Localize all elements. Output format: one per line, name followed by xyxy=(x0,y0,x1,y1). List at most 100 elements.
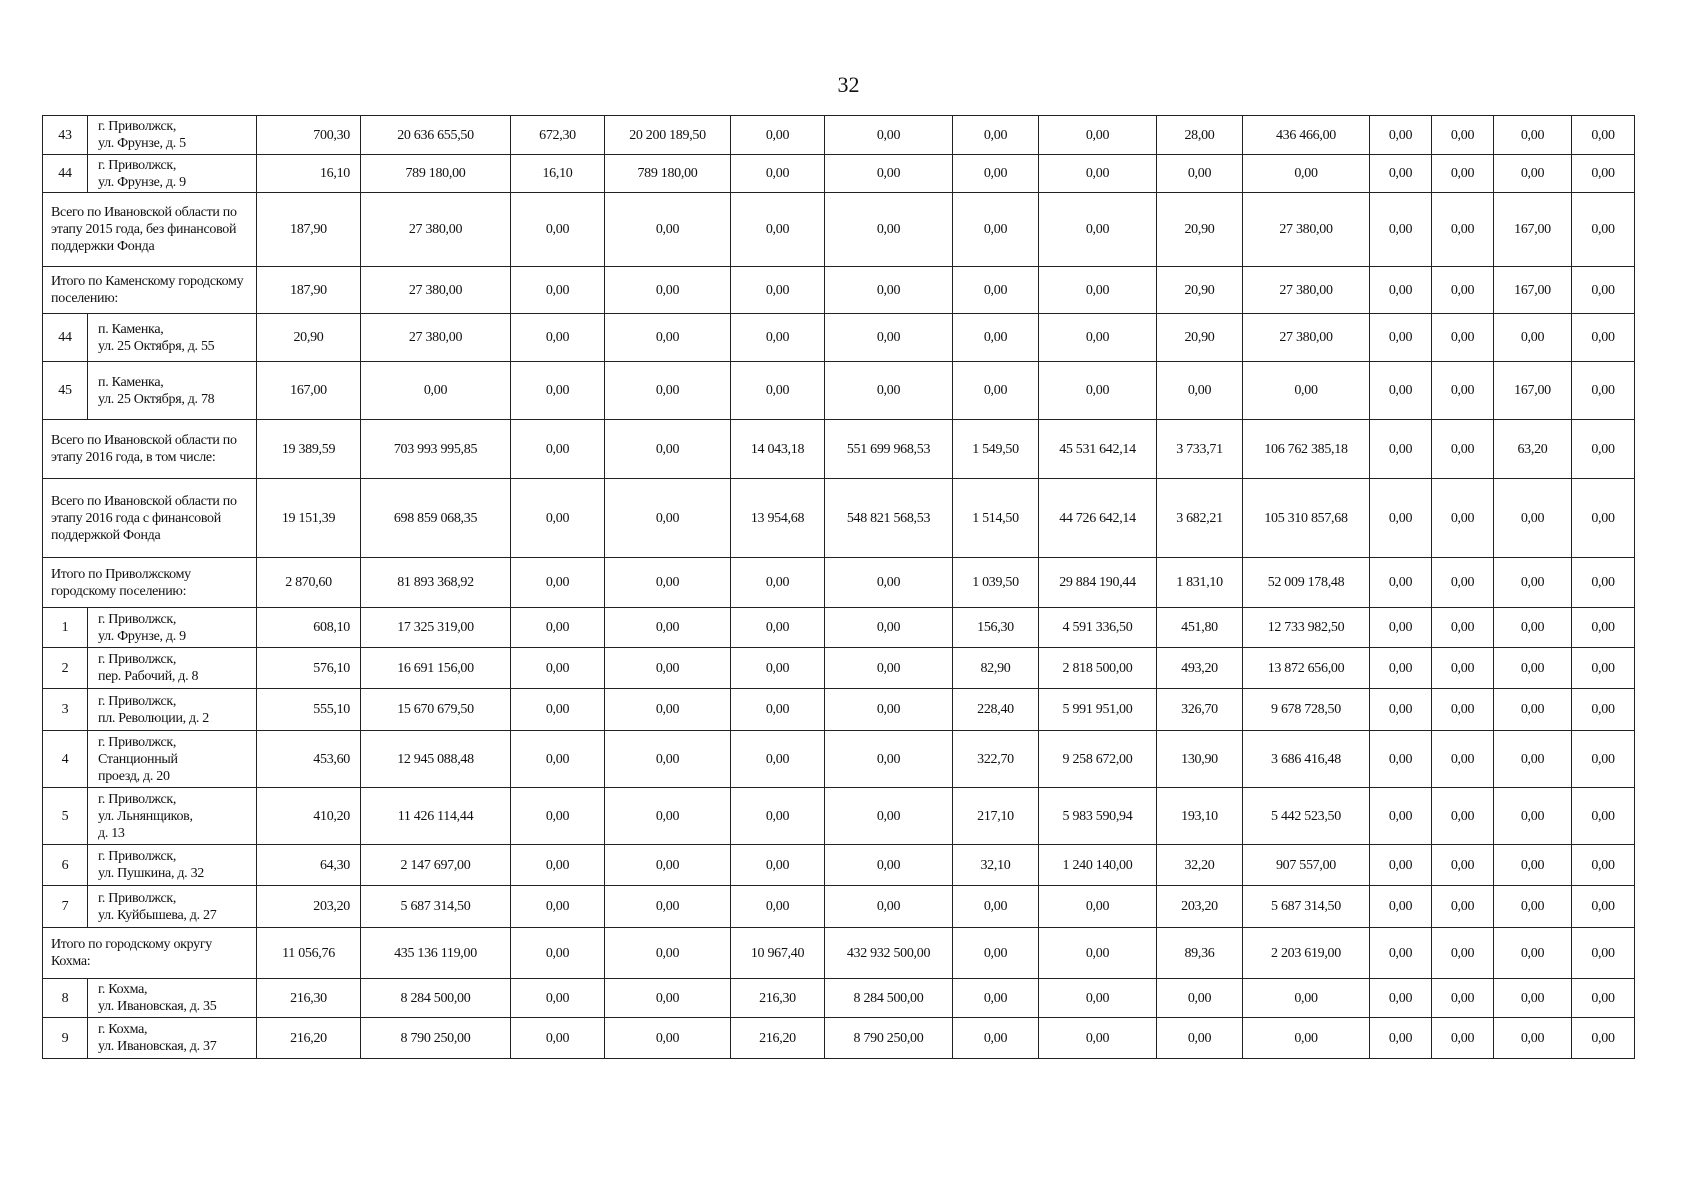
value-cell: 167,00 xyxy=(1493,266,1572,314)
value-cell: 0,00 xyxy=(604,844,731,886)
value-cell: 0,00 xyxy=(1242,154,1370,193)
value-cell: 672,30 xyxy=(510,115,605,155)
value-cell: 0,00 xyxy=(952,154,1039,193)
value-cell: 0,00 xyxy=(952,1017,1039,1059)
value-cell: 0,00 xyxy=(1493,1017,1572,1059)
value-cell: 105 310 857,68 xyxy=(1242,478,1370,558)
value-cell: 0,00 xyxy=(1369,688,1432,731)
value-cell: 0,00 xyxy=(824,557,953,608)
value-cell: 0,00 xyxy=(730,688,825,731)
value-cell: 555,10 xyxy=(256,688,361,731)
value-cell: 0,00 xyxy=(1571,978,1635,1018)
value-cell: 0,00 xyxy=(1431,266,1494,314)
value-cell: 3 686 416,48 xyxy=(1242,730,1370,788)
value-cell: 0,00 xyxy=(1571,688,1635,731)
value-cell: 0,00 xyxy=(952,927,1039,979)
value-cell: 5 687 314,50 xyxy=(1242,885,1370,928)
value-cell: 203,20 xyxy=(256,885,361,928)
value-cell: 0,00 xyxy=(1493,557,1572,608)
value-cell: 1 831,10 xyxy=(1156,557,1243,608)
value-cell: 0,00 xyxy=(1369,115,1432,155)
value-cell: 0,00 xyxy=(1571,313,1635,362)
value-cell: 0,00 xyxy=(1571,1017,1635,1059)
value-cell: 0,00 xyxy=(1369,557,1432,608)
value-cell: 453,60 xyxy=(256,730,361,788)
value-cell: 0,00 xyxy=(1571,885,1635,928)
row-number: 6 xyxy=(42,844,88,886)
value-cell: 0,00 xyxy=(730,266,825,314)
value-cell: 13 872 656,00 xyxy=(1242,647,1370,689)
value-cell: 44 726 642,14 xyxy=(1038,478,1157,558)
value-cell: 0,00 xyxy=(510,978,605,1018)
address-cell: г. Приволжск, ул. Фрунзе, д. 9 xyxy=(87,154,257,193)
value-cell: 907 557,00 xyxy=(1242,844,1370,886)
total-label: Всего по Ивановской области по этапу 201… xyxy=(42,419,257,479)
value-cell: 63,20 xyxy=(1493,419,1572,479)
value-cell: 156,30 xyxy=(952,607,1039,648)
row-number: 43 xyxy=(42,115,88,155)
value-cell: 216,20 xyxy=(730,1017,825,1059)
data-table: 43 г. Приволжск, ул. Фрунзе, д. 5 700,30 20… xyxy=(42,115,1635,1059)
value-cell: 203,20 xyxy=(1156,885,1243,928)
value-cell: 576,10 xyxy=(256,647,361,689)
value-cell: 0,00 xyxy=(604,647,731,689)
table-row: 2 г. Приволжск, пер. Рабочий, д. 8 576,10 1… xyxy=(42,647,1635,689)
address-cell: г. Приволжск, ул. Куйбышева, д. 27 xyxy=(87,885,257,928)
value-cell: 8 284 500,00 xyxy=(360,978,511,1018)
value-cell: 0,00 xyxy=(510,192,605,267)
value-cell: 0,00 xyxy=(952,978,1039,1018)
total-row: Всего по Ивановской области по этапу 201… xyxy=(42,478,1635,558)
value-cell: 0,00 xyxy=(1038,361,1157,420)
page-number: 32 xyxy=(837,72,860,97)
value-cell: 0,00 xyxy=(1493,647,1572,689)
value-cell: 8 790 250,00 xyxy=(360,1017,511,1059)
value-cell: 0,00 xyxy=(1369,478,1432,558)
value-cell: 0,00 xyxy=(1156,361,1243,420)
value-cell: 0,00 xyxy=(510,361,605,420)
value-cell: 0,00 xyxy=(1431,313,1494,362)
value-cell: 0,00 xyxy=(1369,607,1432,648)
value-cell: 0,00 xyxy=(1242,1017,1370,1059)
value-cell: 167,00 xyxy=(1493,361,1572,420)
address-cell: г. Кохма, ул. Ивановская, д. 35 xyxy=(87,978,257,1018)
value-cell: 0,00 xyxy=(1431,787,1494,845)
value-cell: 0,00 xyxy=(604,419,731,479)
value-cell: 0,00 xyxy=(1431,844,1494,886)
value-cell: 410,20 xyxy=(256,787,361,845)
row-number: 8 xyxy=(42,978,88,1018)
value-cell: 0,00 xyxy=(1493,885,1572,928)
value-cell: 0,00 xyxy=(1369,730,1432,788)
value-cell: 0,00 xyxy=(730,154,825,193)
value-cell: 0,00 xyxy=(604,192,731,267)
value-cell: 89,36 xyxy=(1156,927,1243,979)
value-cell: 167,00 xyxy=(1493,192,1572,267)
total-row: Итого по Каменскому городскому поселению… xyxy=(42,266,1635,314)
value-cell: 16 691 156,00 xyxy=(360,647,511,689)
value-cell: 0,00 xyxy=(604,478,731,558)
value-cell: 0,00 xyxy=(510,313,605,362)
value-cell: 0,00 xyxy=(604,688,731,731)
value-cell: 0,00 xyxy=(1493,115,1572,155)
value-cell: 0,00 xyxy=(510,927,605,979)
value-cell: 0,00 xyxy=(1493,730,1572,788)
value-cell: 0,00 xyxy=(1038,115,1157,155)
value-cell: 82,90 xyxy=(952,647,1039,689)
value-cell: 0,00 xyxy=(1571,192,1635,267)
value-cell: 0,00 xyxy=(1369,266,1432,314)
value-cell: 216,30 xyxy=(256,978,361,1018)
value-cell: 20,90 xyxy=(1156,192,1243,267)
value-cell: 0,00 xyxy=(730,730,825,788)
value-cell: 32,10 xyxy=(952,844,1039,886)
value-cell: 0,00 xyxy=(952,361,1039,420)
value-cell: 0,00 xyxy=(1369,844,1432,886)
value-cell: 20,90 xyxy=(1156,313,1243,362)
value-cell: 10 967,40 xyxy=(730,927,825,979)
value-cell: 130,90 xyxy=(1156,730,1243,788)
value-cell: 0,00 xyxy=(824,154,953,193)
value-cell: 167,00 xyxy=(256,361,361,420)
value-cell: 0,00 xyxy=(1571,607,1635,648)
value-cell: 0,00 xyxy=(1493,688,1572,731)
value-cell: 16,10 xyxy=(256,154,361,193)
value-cell: 11 056,76 xyxy=(256,927,361,979)
table-row: 5 г. Приволжск, ул. Льнянщиков, д. 13 410,… xyxy=(42,787,1635,845)
